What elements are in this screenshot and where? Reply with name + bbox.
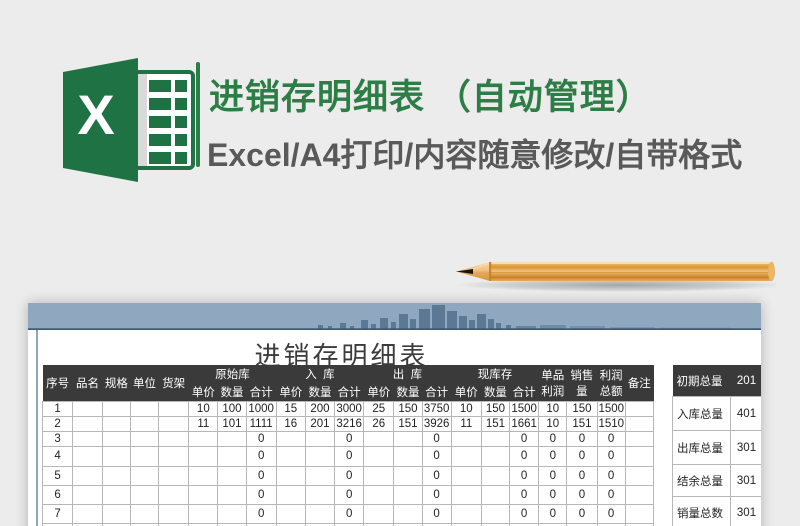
svg-text:X: X <box>77 83 114 146</box>
